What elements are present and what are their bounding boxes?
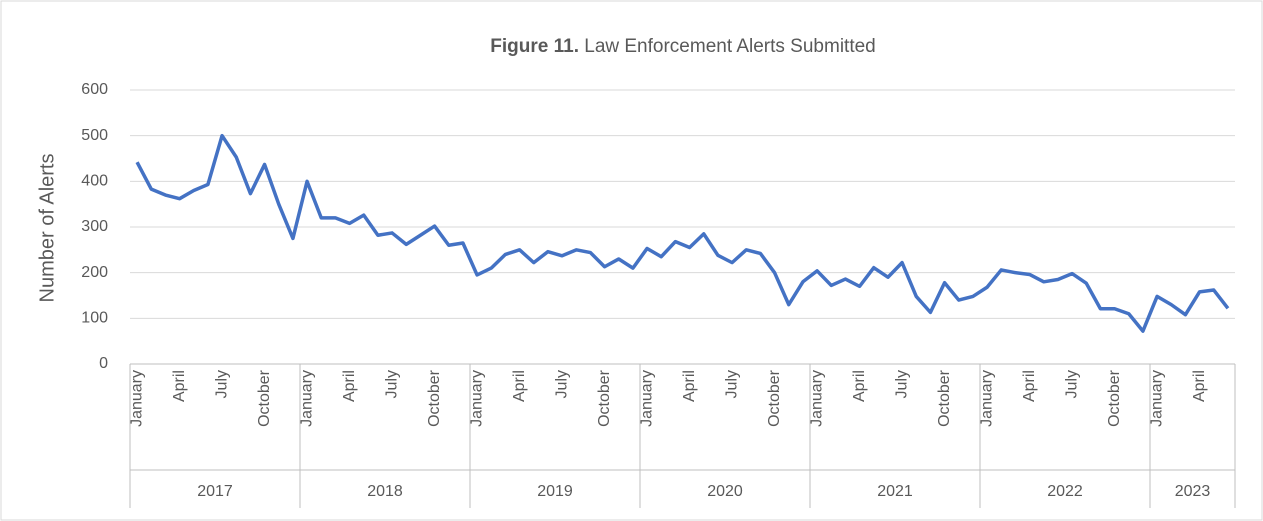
y-tick-label: 100	[81, 310, 108, 327]
x-tick-label: April	[511, 370, 528, 402]
y-tick-label: 300	[81, 218, 108, 235]
x-tick-label: April	[1191, 370, 1208, 402]
group-label: 2023	[1175, 483, 1211, 500]
x-tick-label: April	[681, 370, 698, 402]
x-tick-label: April	[341, 370, 358, 402]
group-label: 2019	[537, 483, 573, 500]
group-label: 2021	[877, 483, 913, 500]
group-label: 2020	[707, 483, 743, 500]
y-axis-label: Number of Alerts	[36, 154, 58, 303]
y-tick-label: 500	[81, 127, 108, 144]
x-tick-label: January	[468, 370, 485, 427]
x-tick-label: October	[936, 369, 953, 427]
group-label: 2022	[1047, 483, 1083, 500]
x-tick-label: April	[171, 370, 188, 402]
x-tick-label: January	[808, 370, 825, 427]
x-tick-label: January	[128, 370, 145, 427]
x-tick-label: October	[766, 369, 783, 427]
x-tick-label: July	[383, 370, 400, 398]
chart-title: Figure 11. Law Enforcement Alerts Submit…	[490, 36, 875, 57]
x-tick-label: July	[723, 370, 740, 398]
x-tick-label: April	[1021, 370, 1038, 402]
x-tick-label: October	[426, 369, 443, 427]
x-tick-label: January	[978, 370, 995, 427]
x-tick-label: January	[1148, 370, 1165, 427]
x-tick-label: July	[1063, 370, 1080, 398]
x-tick-label: July	[213, 370, 230, 398]
x-tick-label: January	[638, 370, 655, 427]
x-tick-label: October	[1106, 369, 1123, 427]
title-text: Law Enforcement Alerts Submitted	[584, 36, 875, 57]
y-tick-label: 400	[81, 173, 108, 190]
group-label: 2018	[367, 483, 403, 500]
y-tick-label: 600	[81, 81, 108, 98]
x-tick-label: July	[893, 370, 910, 398]
data-line	[135, 133, 1230, 333]
group-label: 2017	[197, 483, 233, 500]
y-tick-label: 0	[99, 355, 108, 372]
x-tick-label: October	[256, 369, 273, 427]
x-tick-label: October	[596, 369, 613, 427]
title-prefix: Figure 11.	[490, 36, 579, 57]
x-tick-label: April	[851, 370, 868, 402]
x-tick-label: January	[298, 370, 315, 427]
y-tick-label: 200	[81, 264, 108, 281]
x-tick-label: July	[553, 370, 570, 398]
